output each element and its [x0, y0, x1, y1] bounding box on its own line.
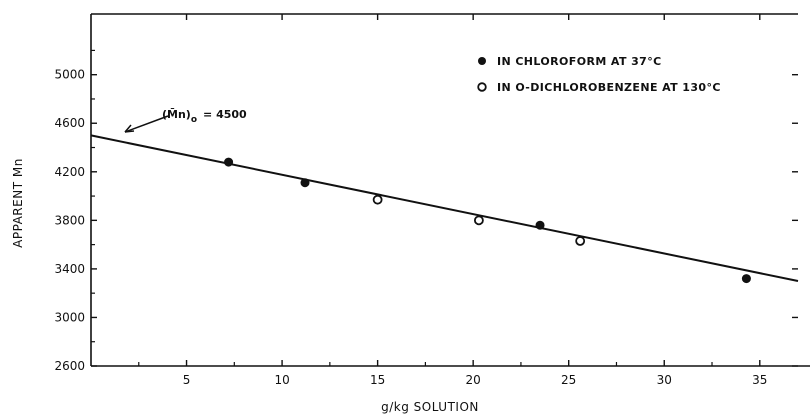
data-points — [224, 157, 751, 284]
legend-marker-dichlorobenzene — [477, 82, 487, 92]
fit-line — [90, 134, 799, 283]
x-tick-label: 20 — [466, 373, 481, 387]
tick-marks — [91, 14, 798, 367]
annotation-arrowhead — [124, 124, 135, 133]
legend-label-dichlorobenzene: IN O-DICHLOROBENZENE AT 130°C — [497, 81, 721, 94]
data-point-dichlorobenzene — [575, 236, 586, 246]
legend-marker-chloroform — [478, 57, 486, 65]
x-tick-label: 25 — [561, 373, 576, 387]
y-tick-label: 4600 — [54, 116, 85, 130]
fit-line-layer — [90, 134, 799, 283]
y-tick-label: 5000 — [54, 68, 85, 82]
x-tick-label: 10 — [274, 373, 289, 387]
data-point-chloroform — [300, 178, 310, 188]
x-tick-label: 15 — [370, 373, 385, 387]
tick-labels: 5 10 15 20 25 30 35 2600 3000 3400 3800 4200 4600 500… — [54, 68, 767, 387]
y-tick-label: 4200 — [54, 165, 85, 179]
annotation: (M̄n)o = 4500 — [124, 108, 247, 133]
annotation-arrow — [124, 115, 169, 133]
annotation-label: (M̄n)o = 4500 — [162, 108, 247, 125]
data-point-chloroform — [535, 220, 545, 230]
x-tick-label: 30 — [657, 373, 672, 387]
y-axis-label: APPARENT Mn — [11, 158, 25, 248]
x-tick-label: 5 — [183, 373, 191, 387]
plot-axes — [90, 13, 810, 367]
y-tick-label: 2600 — [54, 359, 85, 373]
legend: IN CHLOROFORM AT 37°C IN O-DICHLOROBENZE… — [477, 55, 721, 94]
y-tick-label: 3800 — [54, 213, 85, 227]
data-point-dichlorobenzene — [473, 215, 484, 226]
data-point-chloroform — [224, 157, 234, 167]
x-axis-label: g/kg SOLUTION — [381, 400, 479, 414]
x-tick-label: 35 — [752, 373, 767, 387]
y-tick-label: 3400 — [54, 262, 85, 276]
legend-label-chloroform: IN CHLOROFORM AT 37°C — [497, 55, 662, 68]
data-point-chloroform — [741, 274, 751, 284]
data-point-dichlorobenzene — [372, 194, 383, 205]
y-tick-label: 3000 — [54, 310, 85, 324]
